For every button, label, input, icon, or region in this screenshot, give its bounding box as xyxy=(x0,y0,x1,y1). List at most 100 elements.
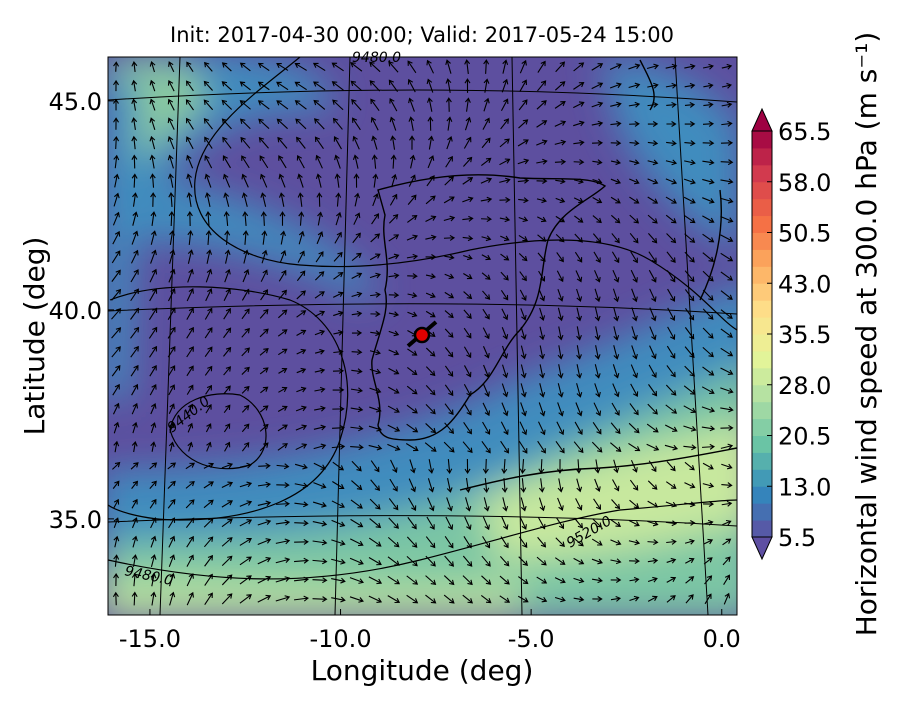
wind-arrow xyxy=(186,384,194,395)
wind-arrow xyxy=(647,539,659,546)
wind-arrow xyxy=(538,402,546,417)
wind-arrow xyxy=(684,538,695,545)
wind-arrow xyxy=(149,268,158,283)
wind-arrow xyxy=(297,192,304,207)
wind-arrow xyxy=(721,463,733,470)
wind-arrow xyxy=(149,61,156,73)
wind-arrow xyxy=(704,575,713,585)
wind-arrow xyxy=(388,253,400,260)
wind-arrow xyxy=(518,119,529,129)
wind-arrow xyxy=(113,498,120,509)
wind-arrow xyxy=(554,596,566,603)
wind-arrow xyxy=(444,555,455,567)
wind-arrow xyxy=(555,197,566,204)
wind-arrow xyxy=(501,458,508,475)
wind-arrow xyxy=(241,441,250,452)
wind-arrow xyxy=(130,307,140,320)
wind-arrow xyxy=(241,192,248,207)
wind-arrow xyxy=(113,421,120,434)
wind-arrow xyxy=(223,192,230,207)
wind-arrow xyxy=(150,422,157,434)
wind-arrow xyxy=(407,292,418,299)
wind-arrow xyxy=(408,497,417,511)
wind-arrow xyxy=(149,98,156,111)
wind-arrow xyxy=(314,367,326,374)
wind-arrow xyxy=(224,249,231,264)
wind-arrow xyxy=(462,196,474,203)
wind-arrow xyxy=(610,442,622,452)
wind-arrow xyxy=(187,441,194,452)
wind-arrow xyxy=(683,178,696,185)
wind-arrow xyxy=(444,291,455,299)
wind-arrow xyxy=(279,250,287,264)
wind-arrow xyxy=(520,402,527,417)
wind-arrow xyxy=(352,135,360,150)
wind-arrow xyxy=(517,595,529,603)
wind-arrow xyxy=(720,159,734,166)
wind-arrow xyxy=(665,178,678,185)
wind-arrow xyxy=(629,159,640,166)
wind-arrow xyxy=(239,62,251,72)
wind-arrow xyxy=(721,82,732,89)
colorbar-band xyxy=(752,147,772,166)
wind-arrow xyxy=(464,97,471,112)
wind-arrow xyxy=(444,310,454,319)
wind-arrow xyxy=(481,235,492,242)
wind-arrow xyxy=(723,574,730,585)
wind-arrow xyxy=(112,461,121,470)
wind-arrow xyxy=(536,178,548,185)
wind-arrow xyxy=(167,98,175,111)
wind-arrow xyxy=(259,328,269,338)
wind-arrow xyxy=(482,383,490,398)
wind-arrow xyxy=(314,386,326,393)
wind-arrow xyxy=(611,402,620,416)
wind-arrow xyxy=(594,270,601,283)
wind-arrow xyxy=(683,425,697,432)
wind-arrow xyxy=(294,520,309,527)
wind-arrow xyxy=(294,81,307,91)
wind-arrow xyxy=(388,311,400,318)
wind-arrow xyxy=(556,252,564,263)
wind-arrow xyxy=(391,173,398,188)
wind-arrow xyxy=(278,289,287,300)
wind-arrow xyxy=(427,497,435,512)
wind-arrow xyxy=(312,501,327,508)
wind-arrow xyxy=(239,575,252,585)
wind-arrow xyxy=(610,120,622,127)
wind-arrow xyxy=(168,384,176,396)
wind-arrow xyxy=(205,210,212,227)
wind-arrow xyxy=(649,345,657,360)
wind-arrow xyxy=(520,345,527,360)
colorbar-band xyxy=(752,300,772,318)
wind-arrow xyxy=(555,233,565,243)
wind-arrow xyxy=(629,403,639,416)
wind-arrow xyxy=(610,595,622,602)
x-tick-label: -5.0 xyxy=(508,625,555,653)
wind-arrow xyxy=(500,118,510,130)
wind-arrow xyxy=(223,385,231,395)
colorbar-band xyxy=(752,384,772,403)
wind-arrow xyxy=(666,365,676,378)
wind-arrow xyxy=(612,269,620,283)
wind-arrow xyxy=(573,159,585,166)
wind-arrow xyxy=(130,345,139,358)
colorbar: 5.5 13.0 20.5 28.0 35.5 43.0 50.5 58.0 65.5 xyxy=(751,107,831,561)
wind-arrow xyxy=(354,192,360,207)
wind-arrow xyxy=(407,60,417,74)
wind-arrow xyxy=(239,537,252,546)
wind-arrow xyxy=(647,82,659,89)
wind-arrow xyxy=(684,121,696,127)
wind-arrow xyxy=(132,192,138,207)
wind-arrow xyxy=(331,500,345,509)
wind-arrow xyxy=(186,346,194,358)
wind-arrow xyxy=(333,310,344,317)
wind-arrow xyxy=(555,61,566,73)
wind-arrow xyxy=(408,478,417,493)
wind-arrow xyxy=(257,519,272,526)
wind-arrow xyxy=(629,576,640,583)
wind-arrow xyxy=(630,364,639,379)
wind-arrow xyxy=(369,61,381,73)
colorbar-band xyxy=(752,418,772,436)
wind-arrow xyxy=(538,270,546,282)
wind-arrow xyxy=(446,116,453,131)
